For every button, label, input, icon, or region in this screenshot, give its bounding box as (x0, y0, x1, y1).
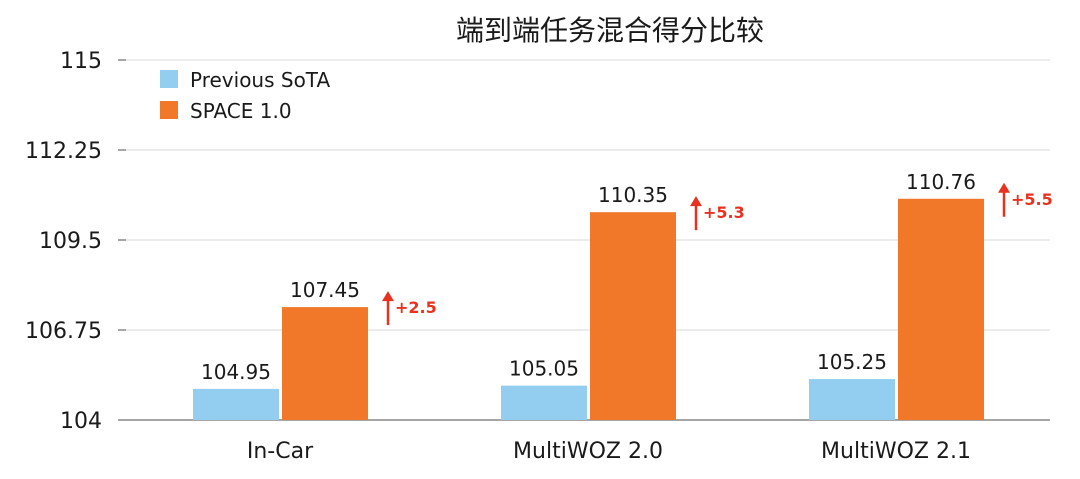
bar-space-1-0 (590, 212, 676, 420)
bar-value-label: 104.95 (201, 360, 271, 384)
y-tick-label: 115 (60, 49, 102, 74)
y-tick-label: 109.5 (39, 229, 102, 254)
y-tick-label: 112.25 (25, 139, 102, 164)
x-category-label: MultiWOZ 2.0 (513, 439, 663, 464)
delta-arrow-head (998, 182, 1010, 193)
bar-value-label: 110.35 (598, 183, 668, 207)
bar-previous-sota (193, 388, 279, 420)
bar-space-1-0 (282, 307, 368, 420)
bar-previous-sota (809, 379, 895, 420)
bars: 104.95 107.45 +2.5 105.05 110.35 +5.3 105.25 11… (193, 170, 1053, 420)
grid-lines (126, 59, 1050, 331)
y-tick-label: 106.75 (25, 319, 102, 344)
legend-swatch-previous-sota (160, 70, 178, 88)
bar-space-1-0 (898, 198, 984, 420)
bar-value-label: 107.45 (290, 278, 360, 302)
x-axis-categories: In-Car MultiWOZ 2.0 MultiWOZ 2.1 (247, 439, 971, 464)
chart-title: 端到端任务混合得分比较 (456, 14, 764, 47)
bar-value-label: 105.25 (817, 350, 887, 374)
y-axis-ticks: 115 112.25 109.5 106.75 104 (25, 49, 126, 434)
delta-arrow-head (690, 196, 702, 207)
bar-previous-sota (501, 385, 587, 420)
legend-swatch-space-1-0 (160, 101, 178, 119)
delta-label: +5.3 (703, 203, 745, 222)
delta-arrow-head (382, 291, 394, 302)
legend-label-space-1-0: SPACE 1.0 (190, 99, 292, 123)
x-category-label: In-Car (247, 439, 314, 464)
delta-label: +2.5 (395, 298, 437, 317)
bar-value-label: 105.05 (509, 357, 579, 381)
delta-label: +5.5 (1011, 190, 1053, 209)
legend-label-previous-sota: Previous SoTA (190, 68, 330, 92)
y-tick-label: 104 (60, 409, 102, 434)
x-category-label: MultiWOZ 2.1 (821, 439, 971, 464)
legend: Previous SoTA SPACE 1.0 (160, 68, 330, 123)
bar-value-label: 110.76 (906, 170, 976, 194)
